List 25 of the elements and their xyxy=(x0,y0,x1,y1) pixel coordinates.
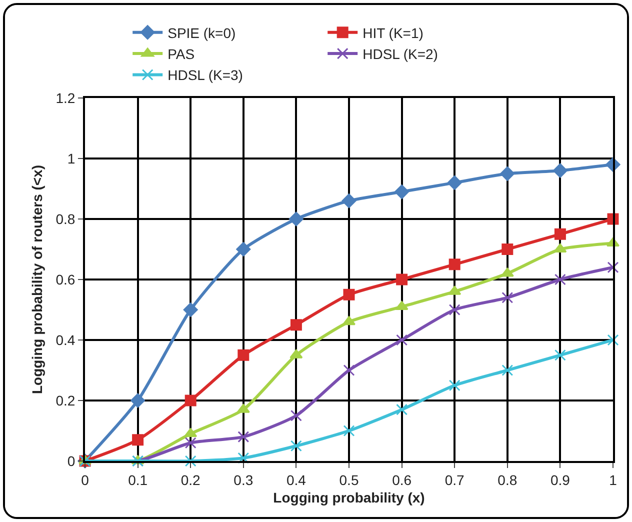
x-tick-label: 0.9 xyxy=(550,472,570,488)
x-tick-label: 0.6 xyxy=(392,472,412,488)
y-tick-label: 1 xyxy=(67,150,76,166)
legend-label: HDSL (K=2) xyxy=(362,46,438,62)
legend-label: HDSL (K=3) xyxy=(168,67,243,84)
x-tick-label: 0.4 xyxy=(286,472,306,488)
x-tick-label: 0.3 xyxy=(234,472,254,488)
x-axis-title: Logging probability (x) xyxy=(273,490,425,506)
x-tick-label: 0.2 xyxy=(180,472,201,488)
y-tick-label: 1.2 xyxy=(56,90,76,106)
x-tick-label: 0.7 xyxy=(444,472,465,488)
x-tick-label: 0.8 xyxy=(498,472,518,488)
y-tick-label: 0 xyxy=(67,452,76,469)
y-tick-label: 0.8 xyxy=(56,210,76,227)
x-tick-label: 0 xyxy=(81,472,90,488)
y-tick-label: 0.2 xyxy=(56,392,76,408)
x-tick-label: 1 xyxy=(609,472,618,488)
x-tick-label: 0.1 xyxy=(128,472,148,488)
legend-label: PAS xyxy=(168,46,195,62)
x-tick-label: 0.5 xyxy=(339,472,359,488)
y-axis-title: Logging probability of routers (<x) xyxy=(28,164,45,394)
y-tick-label: 0.6 xyxy=(56,271,76,288)
legend-label: HIT (K=1) xyxy=(362,24,424,41)
legend-label: SPIE (k=0) xyxy=(168,24,236,41)
y-tick-label: 0.4 xyxy=(56,332,76,348)
